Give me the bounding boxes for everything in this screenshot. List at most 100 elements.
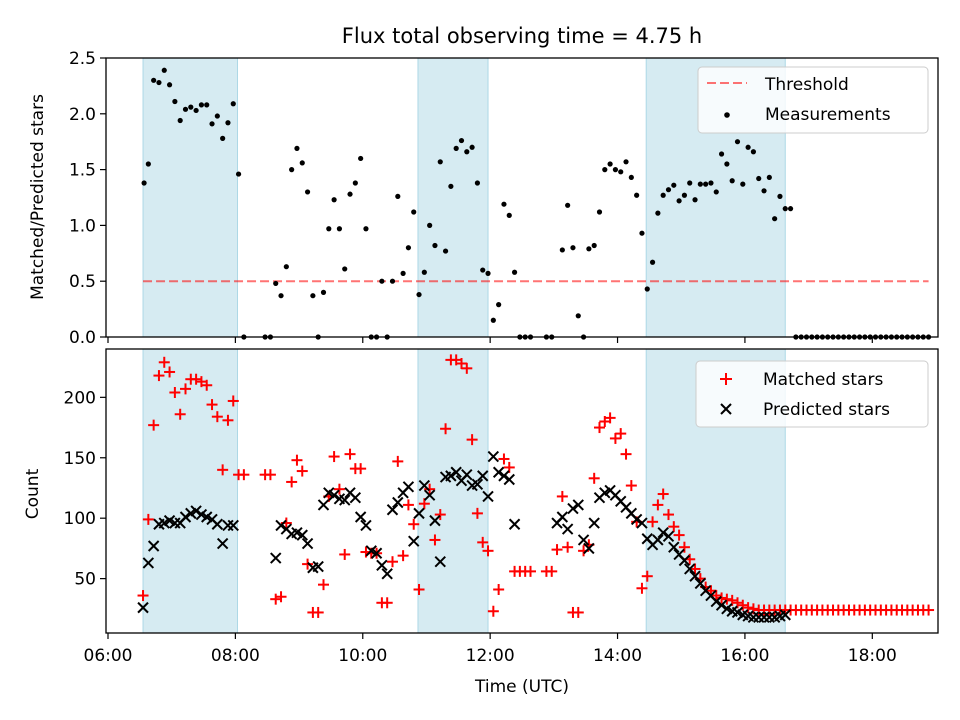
y-tick-label: 100 xyxy=(64,509,96,529)
matched-star-point xyxy=(402,499,414,511)
matched-star-point xyxy=(588,472,600,484)
matched-star-point xyxy=(461,362,473,374)
measurement-point xyxy=(235,171,242,177)
matched-star-point xyxy=(211,411,223,423)
predicted-star-point xyxy=(694,577,707,590)
measurement-point xyxy=(485,270,491,276)
measurement-point xyxy=(708,180,714,186)
predicted-star-point xyxy=(492,466,505,478)
measurement-point xyxy=(766,174,772,181)
predicted-star-point xyxy=(689,570,701,582)
top-y-axis-ticks: 0.0 0.5 1.0 1.5 2.0 2.5 xyxy=(69,49,106,348)
matched-star-point xyxy=(392,455,404,467)
measurement-point xyxy=(427,222,433,228)
legend-threshold-label: Threshold xyxy=(764,75,849,95)
bottom-plot-frame xyxy=(105,348,939,634)
ratio-panel: 0.0 0.5 1.0 1.5 2.0 2.5 Matched/Predicted sta… xyxy=(28,49,939,348)
y-tick-label: 1.0 xyxy=(69,216,96,236)
observing-window-2 xyxy=(417,57,489,338)
count-panel: 50 100 150 200 06:00 08:00 10:00 12:00 14:00 16:… xyxy=(23,348,939,697)
measurement-point xyxy=(336,226,343,232)
matched-star-point xyxy=(487,605,499,617)
matched-star-point xyxy=(264,469,276,481)
matched-star-point xyxy=(153,370,165,382)
measurement-point xyxy=(480,267,486,273)
measurement-point xyxy=(177,117,183,124)
predicted-star-point xyxy=(482,490,494,503)
matched-star-point xyxy=(657,488,669,500)
matched-star-point xyxy=(333,483,345,495)
y-tick-label: 2.5 xyxy=(69,49,96,69)
matched-star-point xyxy=(503,461,515,473)
measurement-point xyxy=(602,167,608,173)
measurement-point xyxy=(464,149,470,155)
legend-predicted-swatch xyxy=(720,403,732,415)
matched-star-point xyxy=(217,464,229,476)
measurement-point xyxy=(432,242,438,249)
measurement-point xyxy=(777,193,783,199)
measurement-point xyxy=(565,202,571,208)
predicted-star-point xyxy=(402,481,415,493)
measurement-point xyxy=(421,269,427,275)
measurement-point xyxy=(389,278,396,284)
measurement-point xyxy=(618,169,624,175)
measurement-point xyxy=(469,144,475,150)
matched-star-point xyxy=(206,399,218,411)
measurement-point xyxy=(649,259,656,265)
measurement-point xyxy=(166,82,173,88)
matched-star-point xyxy=(524,565,536,577)
x-tick-label: 10:00 xyxy=(338,646,387,666)
matched-star-point xyxy=(169,387,181,399)
predicted-star-point xyxy=(636,517,648,529)
matched-star-point xyxy=(498,453,510,465)
matched-star-point xyxy=(742,602,754,614)
measurement-point xyxy=(145,161,151,167)
measurement-point xyxy=(697,181,703,187)
predicted-star-point xyxy=(370,547,383,559)
measurement-point xyxy=(718,151,725,157)
matched-star-point xyxy=(620,448,632,460)
measurement-point xyxy=(782,206,788,212)
predicted-star-point xyxy=(450,466,462,478)
bottom-legend-box xyxy=(695,360,929,428)
measurement-point xyxy=(358,155,364,162)
predicted-star-point xyxy=(471,478,484,491)
measurement-point xyxy=(787,206,794,212)
predicted-star-point xyxy=(429,514,441,527)
y-tick-label: 150 xyxy=(64,449,96,469)
y-tick-label: 0.5 xyxy=(69,272,96,292)
measurement-point xyxy=(395,193,401,199)
measurement-point xyxy=(141,180,147,186)
measurement-point xyxy=(172,98,178,105)
predicted-star-point xyxy=(572,499,584,511)
predicted-star-point xyxy=(211,518,224,530)
matched-star-point xyxy=(424,483,436,495)
measurement-point xyxy=(665,187,672,193)
measurement-point xyxy=(214,113,220,119)
predicted-star-point xyxy=(418,479,431,492)
measurement-point xyxy=(660,192,666,198)
legend-predicted-label: Predicted stars xyxy=(763,400,890,420)
matched-star-point xyxy=(609,432,621,444)
top-legend-box xyxy=(697,66,929,134)
predicted-star-point xyxy=(349,491,362,504)
legend-measurements-swatch xyxy=(724,112,730,118)
matched-star-point xyxy=(604,412,616,424)
observing-windows xyxy=(142,57,786,338)
measurement-point xyxy=(729,178,735,184)
predicted-star-point xyxy=(142,557,155,569)
matched-star-point xyxy=(593,422,605,434)
legend-matched-label: Matched stars xyxy=(763,370,883,390)
matched-star-point xyxy=(201,379,213,391)
observing-windows xyxy=(142,348,786,634)
matched-star-point xyxy=(408,518,420,530)
measurement-point xyxy=(740,181,746,187)
matched-star-point xyxy=(482,545,494,557)
predicted-star-point xyxy=(423,489,436,501)
matched-star-point xyxy=(546,565,558,577)
matched-star-point xyxy=(747,603,759,615)
measurement-point xyxy=(703,181,709,187)
predicted-star-point xyxy=(179,511,192,523)
predicted-star-point xyxy=(381,568,393,580)
